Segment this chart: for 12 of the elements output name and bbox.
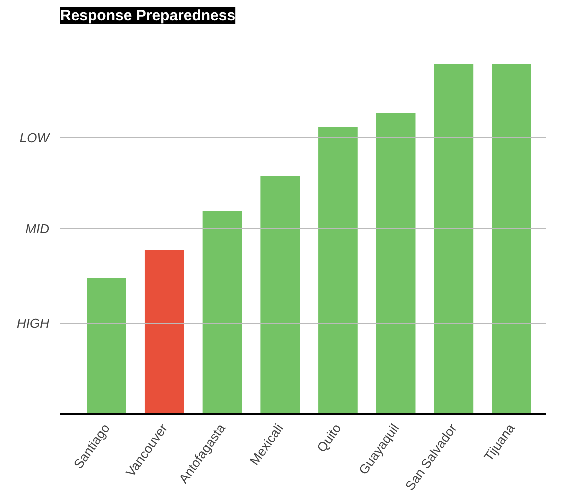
bar bbox=[260, 176, 300, 414]
bar bbox=[492, 64, 532, 414]
bar bbox=[144, 250, 184, 414]
bar bbox=[87, 278, 126, 414]
bar bbox=[434, 64, 474, 414]
ref-line-label: HIGH bbox=[17, 316, 50, 331]
bar bbox=[376, 114, 416, 414]
ref-line-label: LOW bbox=[20, 130, 52, 146]
ref-line-label: MID bbox=[26, 222, 50, 236]
bar bbox=[318, 128, 358, 414]
chart-title: Response Preparedness bbox=[60, 8, 236, 24]
bar bbox=[202, 212, 242, 414]
